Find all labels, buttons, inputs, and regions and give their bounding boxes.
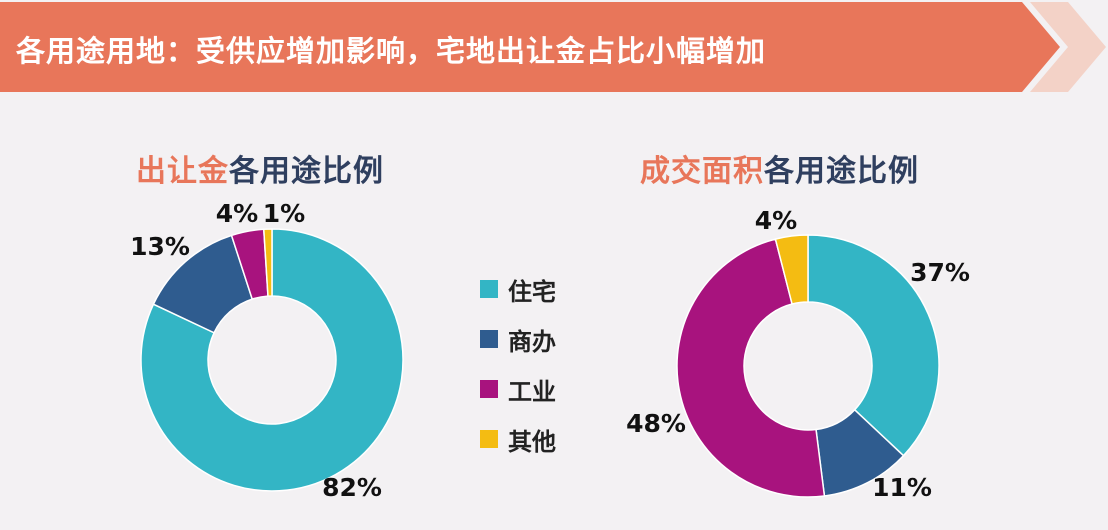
- legend-label: 商办: [508, 327, 556, 356]
- banner-arrow: [0, 2, 1060, 92]
- chart-title-right: 成交面积各用途比例: [640, 146, 919, 190]
- legend-item-commercial: 商办: [480, 314, 556, 364]
- legend-label: 其他: [508, 427, 556, 456]
- legend-item-industrial: 工业: [480, 364, 556, 414]
- data-label-0-3: 1%: [263, 199, 305, 228]
- donut-slice-1-0: [807, 234, 940, 457]
- legend-swatch: [480, 430, 498, 448]
- banner-arrow-tip: [1030, 2, 1106, 92]
- donut-slice-1-2: [676, 238, 826, 498]
- data-label-0-2: 4%: [216, 199, 258, 228]
- data-label-1-1: 11%: [872, 473, 932, 502]
- chart-title-right-accent: 成交面积: [640, 154, 764, 189]
- legend-item-residential: 住宅: [480, 264, 556, 314]
- chart-title-left-accent: 出让金: [136, 154, 229, 189]
- chart-title-left-rest: 各用途比例: [229, 154, 384, 189]
- data-label-1-3: 4%: [755, 206, 797, 235]
- legend-item-other: 其他: [480, 414, 556, 464]
- legend-swatch: [480, 380, 498, 398]
- header-banner: 各用途用地：受供应增加影响，宅地出让金占比小幅增加: [0, 0, 1108, 100]
- banner-arrow-shape: [0, 2, 1106, 92]
- donut-slice-0-3: [262, 228, 273, 297]
- legend-swatch: [480, 330, 498, 348]
- data-label-1-2: 48%: [626, 409, 686, 438]
- donut-slice-0-0: [140, 228, 404, 492]
- donut-slice-1-3: [774, 234, 809, 305]
- data-label-1-0: 37%: [910, 258, 970, 287]
- legend-label: 工业: [508, 377, 556, 406]
- legend: 住宅 商办 工业 其他: [480, 264, 556, 464]
- legend-swatch: [480, 280, 498, 298]
- chart-title-left: 出让金各用途比例: [136, 146, 384, 190]
- data-label-0-0: 82%: [322, 473, 382, 502]
- chart-title-right-rest: 各用途比例: [764, 154, 919, 189]
- legend-label: 住宅: [508, 277, 556, 306]
- data-label-0-1: 13%: [130, 232, 190, 261]
- page-title: 各用途用地：受供应增加影响，宅地出让金占比小幅增加: [16, 34, 767, 68]
